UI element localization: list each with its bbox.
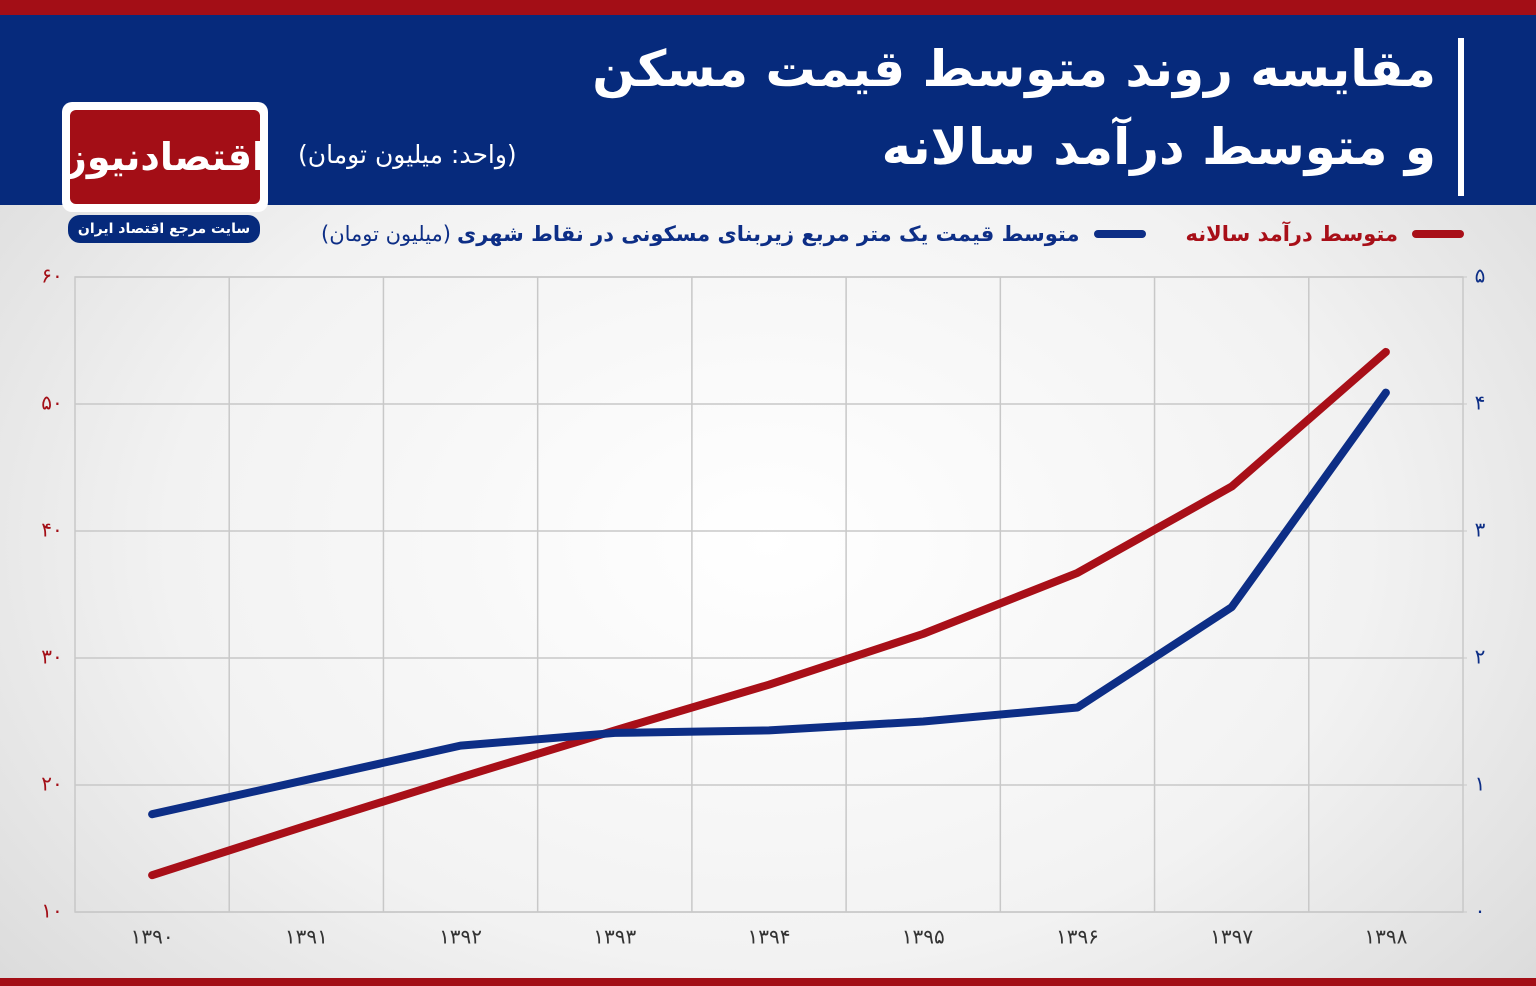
title-line: و متوسط درآمد سالانه: [881, 118, 1436, 176]
legend-swatch: [1093, 230, 1146, 238]
series-line: [148, 347, 1390, 880]
y-tick-label: ۶۰: [41, 264, 62, 288]
x-tick-label: ۱۳۹۲: [439, 925, 482, 949]
logo-tagline: سایت مرجع اقتصاد ایران: [68, 215, 260, 243]
title-divider: [1458, 38, 1464, 196]
x-tick-label: ۱۳۹۷: [1210, 925, 1253, 949]
title-line: مقایسه روند متوسط قیمت مسکن: [592, 40, 1436, 98]
legend-swatch: [1412, 230, 1464, 238]
y2-tick-label: ۴: [1475, 391, 1486, 415]
y2-tick-label: ۵: [1475, 264, 1486, 288]
x-tick-label: ۱۳۹۰: [131, 925, 174, 949]
x-tick-label: ۱۳۹۱: [285, 925, 328, 949]
x-tick-label: ۱۳۹۵: [902, 925, 945, 949]
legend-note: (میلیون تومان): [321, 222, 451, 246]
legend: متوسط درآمد سالانه متوسط قیمت یک متر مربع…: [321, 222, 1464, 246]
x-tick-label: ۱۳۹۸: [1364, 925, 1407, 949]
top-bar: [0, 0, 1536, 15]
y-tick-label: ۲۰: [41, 772, 62, 796]
x-tick-label: ۱۳۹۳: [593, 925, 636, 949]
x-tick-label: ۱۳۹۴: [748, 925, 791, 949]
logo: اقتصادنیوز: [62, 102, 268, 212]
plot-frame: [74, 276, 1464, 913]
logo-text: اقتصادنیوز: [65, 110, 265, 204]
y-tick-label: ۱۰: [41, 899, 62, 923]
x-tick-label: ۱۳۹۶: [1056, 925, 1099, 949]
legend-label: متوسط درآمد سالانه: [1185, 222, 1399, 246]
y2-tick-label: ۳: [1475, 518, 1486, 542]
y2-tick-label: ۲: [1475, 645, 1486, 669]
y2-tick-label: ۰: [1475, 899, 1486, 923]
y-tick-label: ۵۰: [41, 391, 62, 415]
y-tick-label: ۴۰: [41, 518, 62, 542]
y2-tick-label: ۱: [1475, 772, 1486, 796]
subtitle: (واحد: میلیون تومان): [298, 140, 517, 169]
series-line: [148, 388, 1390, 819]
legend-label: متوسط قیمت یک متر مربع زیربنای مسکونی در…: [456, 222, 1080, 246]
y-tick-label: ۳۰: [41, 645, 62, 669]
bottom-bar: [0, 978, 1536, 986]
